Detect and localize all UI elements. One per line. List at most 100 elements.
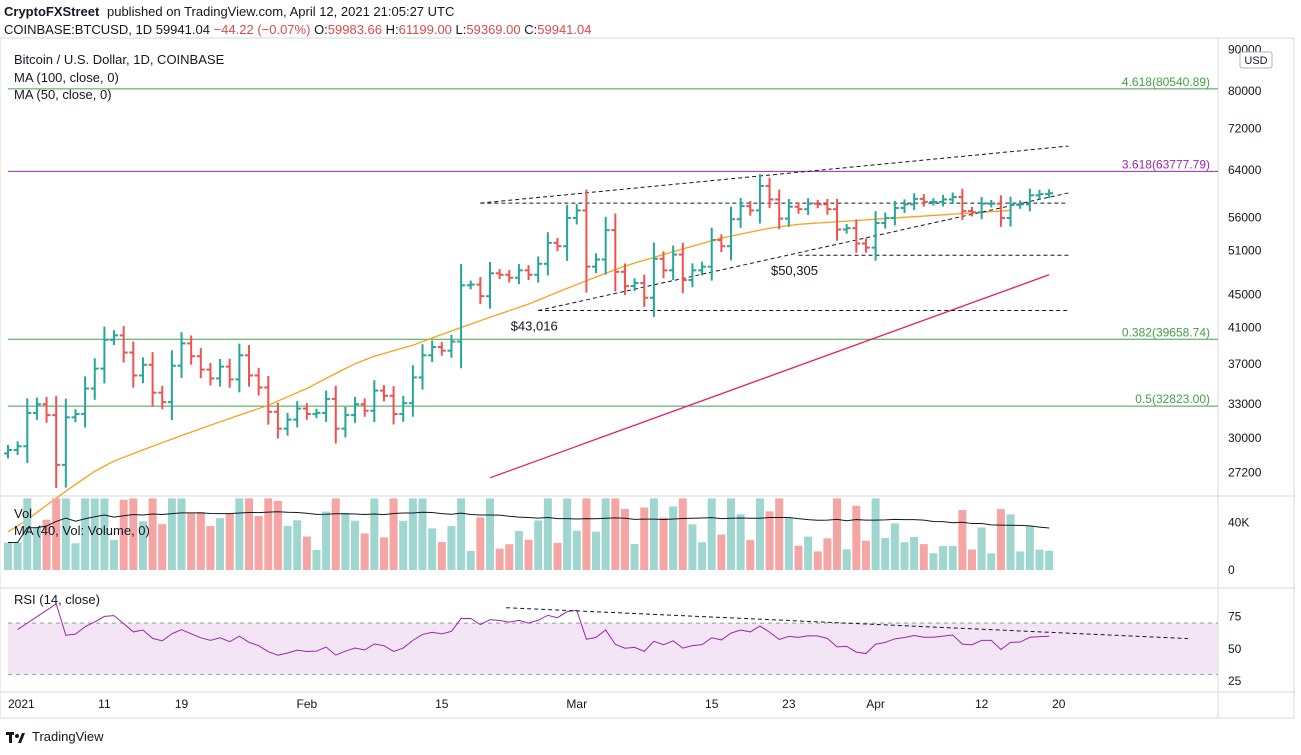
ohlc-bar[interactable] xyxy=(592,253,601,274)
ohlc-bar[interactable] xyxy=(919,194,928,207)
ohlc-bar[interactable] xyxy=(929,198,938,206)
ohlc-bar[interactable] xyxy=(486,261,494,309)
ohlc-bar[interactable] xyxy=(939,194,948,207)
ohlc-bar[interactable] xyxy=(987,199,996,208)
ohlc-bar[interactable] xyxy=(775,189,784,230)
ohlc-bar[interactable] xyxy=(187,335,196,365)
ohlc-bar[interactable] xyxy=(649,242,658,317)
ohlc-bar[interactable] xyxy=(823,198,832,215)
ohlc-bar[interactable] xyxy=(23,398,32,463)
ohlc-bar[interactable] xyxy=(206,362,215,386)
ohlc-bar[interactable] xyxy=(61,398,70,488)
ohlc-bar[interactable] xyxy=(890,200,899,226)
ohlc-bar[interactable] xyxy=(167,350,176,421)
ohlc-bar[interactable] xyxy=(418,344,427,390)
ohlc-bar[interactable] xyxy=(543,232,552,276)
ohlc-bar[interactable] xyxy=(514,264,523,285)
currency-badge[interactable] xyxy=(1239,51,1273,69)
ohlc-bar[interactable] xyxy=(678,242,687,294)
ohlc-bar[interactable] xyxy=(1035,189,1044,200)
ohlc-bar[interactable] xyxy=(119,326,128,363)
ohlc-bar[interactable] xyxy=(138,357,147,384)
ohlc-bar[interactable] xyxy=(264,376,273,425)
ohlc-bar[interactable] xyxy=(804,198,813,215)
ohlc-bar[interactable] xyxy=(13,441,22,455)
ohlc-bar[interactable] xyxy=(996,195,1005,227)
ohlc-bar[interactable] xyxy=(765,177,774,209)
ohlc-bar[interactable] xyxy=(90,358,99,400)
ohlc-bar[interactable] xyxy=(341,406,350,438)
ohlc-bar[interactable] xyxy=(746,200,755,216)
ohlc-bar[interactable] xyxy=(977,197,986,220)
ohlc-bar[interactable] xyxy=(389,386,398,425)
ohlc-bars[interactable] xyxy=(4,174,1054,489)
ohlc-bar[interactable] xyxy=(322,390,331,422)
ohlc-bar[interactable] xyxy=(630,278,639,291)
ohlc-bar[interactable] xyxy=(1016,200,1025,209)
ohlc-bar[interactable] xyxy=(360,398,369,417)
ohlc-bar[interactable] xyxy=(553,237,562,252)
ohlc-bar[interactable] xyxy=(1025,188,1034,212)
ohlc-bar[interactable] xyxy=(640,274,649,307)
ohlc-bar[interactable] xyxy=(784,199,793,227)
volume-bars[interactable] xyxy=(4,498,1054,570)
ohlc-bar[interactable] xyxy=(727,206,735,261)
ohlc-bar[interactable] xyxy=(302,403,311,420)
volume-legend-title[interactable]: Vol xyxy=(14,506,32,521)
ohlc-bar[interactable] xyxy=(861,238,870,253)
ohlc-bar[interactable] xyxy=(1006,196,1015,227)
ohlc-bar[interactable] xyxy=(100,326,109,384)
ohlc-bar[interactable] xyxy=(235,343,244,393)
ohlc-bar[interactable] xyxy=(370,380,379,423)
ohlc-bar[interactable] xyxy=(813,199,822,209)
rsi-line[interactable] xyxy=(17,603,1050,656)
ohlc-bar[interactable] xyxy=(399,395,408,422)
ohlc-bar[interactable] xyxy=(842,224,851,234)
trendline-dashed[interactable] xyxy=(538,192,1069,312)
ohlc-bar[interactable] xyxy=(447,334,456,358)
ohlc-bar[interactable] xyxy=(900,199,909,214)
ohlc-bar[interactable] xyxy=(717,234,726,253)
ma100-line[interactable] xyxy=(489,274,1050,479)
ohlc-bar[interactable] xyxy=(958,188,967,220)
ohlc-bar[interactable] xyxy=(476,277,485,305)
ohlc-bar[interactable] xyxy=(351,396,360,423)
ma50-line[interactable] xyxy=(7,209,1011,533)
ohlc-bar[interactable] xyxy=(254,367,263,396)
ohlc-bar[interactable] xyxy=(620,263,629,295)
ohlc-bar[interactable] xyxy=(582,189,591,293)
ohlc-bar[interactable] xyxy=(216,359,225,387)
ohlc-bar[interactable] xyxy=(110,330,119,346)
ohlc-bar[interactable] xyxy=(698,261,707,276)
ohlc-bar[interactable] xyxy=(572,204,581,225)
ohlc-bar[interactable] xyxy=(871,211,880,261)
ohlc-bar[interactable] xyxy=(1045,189,1054,199)
ohlc-bar[interactable] xyxy=(148,352,157,407)
ohlc-bar[interactable] xyxy=(32,397,41,420)
price-legend-ma100[interactable]: MA (100, close, 0) xyxy=(14,70,119,85)
ohlc-bar[interactable] xyxy=(177,332,186,378)
ohlc-bar[interactable] xyxy=(534,256,543,283)
ohlc-bar[interactable] xyxy=(563,204,572,261)
ohlc-bar[interactable] xyxy=(437,342,446,356)
ohlc-bar[interactable] xyxy=(273,402,282,439)
ohlc-bar[interactable] xyxy=(42,396,51,423)
ohlc-bar[interactable] xyxy=(408,365,417,417)
trendline-dashed[interactable] xyxy=(480,145,1069,204)
ohlc-bar[interactable] xyxy=(833,198,842,241)
ohlc-bar[interactable] xyxy=(52,396,61,489)
ohlc-bar[interactable] xyxy=(312,408,321,419)
ohlc-bar[interactable] xyxy=(688,263,697,288)
ohlc-bar[interactable] xyxy=(611,213,620,292)
ohlc-bar[interactable] xyxy=(466,280,475,290)
ohlc-bar[interactable] xyxy=(852,219,861,253)
volume-legend-ma[interactable]: MA (40, Vol: Volume, 0) xyxy=(14,523,150,538)
ohlc-bar[interactable] xyxy=(948,192,957,205)
ohlc-bar[interactable] xyxy=(331,385,340,444)
rsi-trendline[interactable] xyxy=(506,607,1188,640)
volume-ma-line[interactable] xyxy=(7,511,1050,544)
ohlc-bar[interactable] xyxy=(196,348,205,379)
publisher-name[interactable]: CryptoFXStreet xyxy=(4,4,100,19)
ohlc-bar[interactable] xyxy=(881,212,890,229)
